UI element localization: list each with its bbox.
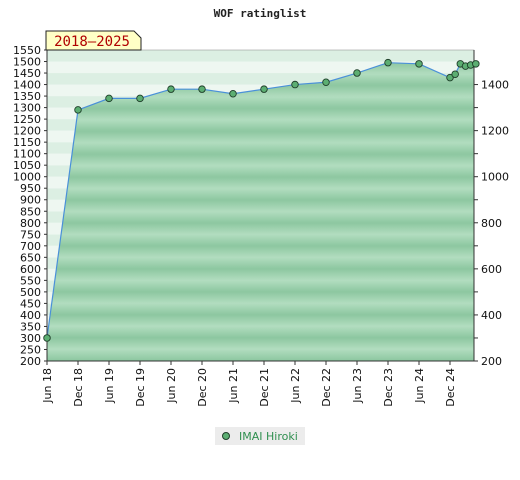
legend-label: IMAI Hiroki — [239, 430, 298, 443]
y-tick-label: 1450 — [13, 67, 41, 80]
data-point — [322, 78, 330, 87]
y-tick-label: 1400 — [13, 79, 41, 92]
y-tick-label: 800 — [20, 217, 41, 230]
data-point — [472, 60, 480, 68]
legend: IMAI Hiroki — [215, 427, 305, 445]
y-axis-left: 2002503003504004505005506006507007508008… — [13, 44, 48, 368]
y-right-tick-label: 800 — [481, 217, 502, 230]
y-tick-label: 500 — [20, 286, 41, 299]
x-tick-label: Dec 24 — [444, 368, 457, 407]
y-right-tick-label: 200 — [481, 355, 502, 368]
x-tick-label: Dec 19 — [134, 368, 147, 407]
x-tick-label: Jun 22 — [289, 368, 302, 404]
y-tick-label: 1250 — [13, 113, 41, 126]
y-tick-label: 850 — [20, 205, 41, 218]
x-tick-label: Jun 20 — [165, 368, 178, 404]
y-tick-label: 1300 — [13, 102, 41, 115]
x-tick-label: Jun 18 — [41, 368, 54, 404]
y-tick-label: 200 — [20, 355, 41, 368]
data-point — [229, 90, 237, 98]
legend-box — [215, 427, 305, 445]
y-tick-label: 1500 — [13, 56, 41, 69]
x-tick-label: Jun 19 — [103, 368, 116, 404]
data-point — [43, 334, 51, 342]
data-point — [136, 94, 144, 103]
y-tick-label: 550 — [20, 274, 41, 287]
x-tick-label: Dec 22 — [320, 368, 333, 407]
data-point — [451, 70, 459, 78]
data-point — [446, 73, 454, 82]
data-point — [167, 85, 175, 93]
grid-band — [47, 50, 474, 62]
y-tick-label: 250 — [20, 343, 41, 356]
y-tick-label: 650 — [20, 251, 41, 264]
x-tick-label: Dec 18 — [72, 368, 85, 407]
y-tick-label: 600 — [20, 263, 41, 276]
area-fill — [47, 62, 476, 361]
legend-marker — [222, 432, 230, 440]
x-tick-label: Dec 21 — [258, 368, 271, 407]
y-tick-label: 1000 — [13, 171, 41, 184]
data-point — [353, 69, 361, 77]
chart-title: WOF ratinglist — [214, 7, 307, 20]
range-badge-box — [45, 30, 142, 51]
grid-band — [47, 61, 474, 74]
y-tick-label: 1100 — [13, 148, 41, 161]
data-markers — [43, 58, 480, 342]
y-right-tick-label: 1400 — [481, 79, 509, 92]
y-tick-label: 1050 — [13, 159, 41, 172]
y-tick-label: 950 — [20, 182, 41, 195]
x-tick-label: Dec 23 — [382, 368, 395, 407]
data-point — [260, 85, 268, 93]
y-tick-label: 1350 — [13, 90, 41, 103]
data-point — [105, 94, 113, 103]
y-right-tick-label: 1200 — [481, 125, 509, 138]
y-tick-label: 350 — [20, 320, 41, 333]
y-tick-label: 700 — [20, 240, 41, 253]
y-tick-label: 400 — [20, 309, 41, 322]
x-tick-label: Jun 21 — [227, 368, 240, 404]
data-point — [198, 85, 206, 93]
y-tick-label: 1150 — [13, 136, 41, 149]
data-point — [415, 60, 423, 68]
y-tick-label: 900 — [20, 194, 41, 207]
x-tick-label: Jun 23 — [351, 368, 364, 404]
y-right-tick-label: 1000 — [481, 171, 509, 184]
y-right-tick-label: 400 — [481, 309, 502, 322]
area-fill-path — [47, 62, 476, 361]
x-axis: Jun 18 Dec 18 Jun 19 Dec 19 Jun 20 Dec 20 Jun … — [41, 360, 474, 407]
y-right-tick-label: 600 — [481, 263, 502, 276]
grid-band — [47, 73, 474, 85]
range-badge-text: 2018–2025 — [54, 34, 130, 50]
range-badge: 2018–2025 — [45, 30, 142, 51]
y-tick-label: 1550 — [13, 44, 41, 57]
data-point — [384, 58, 392, 67]
y-tick-label: 1200 — [13, 125, 41, 138]
y-tick-label: 450 — [20, 297, 41, 310]
x-tick-label: Dec 20 — [196, 368, 209, 407]
x-tick-label: Jun 24 — [413, 368, 426, 404]
y-axis-right: 200 400 600 800 1000 1200 1400 — [473, 50, 509, 368]
data-point — [291, 80, 299, 89]
data-point — [74, 106, 82, 114]
y-tick-label: 750 — [20, 228, 41, 241]
y-tick-label: 300 — [20, 332, 41, 345]
